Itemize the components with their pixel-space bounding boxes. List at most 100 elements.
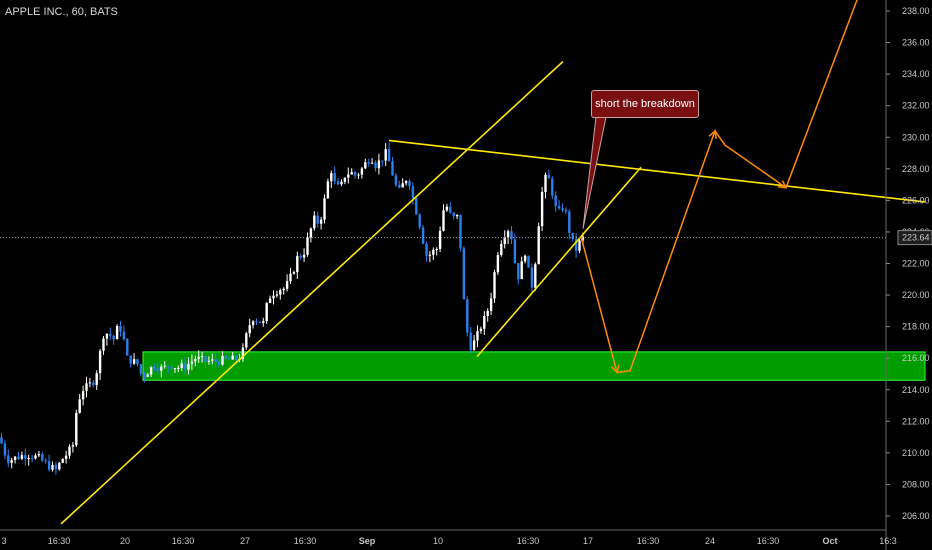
- candle-body-6: [20, 455, 24, 459]
- candle-body-159: [540, 192, 544, 227]
- candle-body-138: [469, 332, 472, 351]
- candle-body-110: [374, 162, 377, 169]
- candle-body-15: [51, 464, 54, 470]
- y-tick-label-15: 236.00: [902, 38, 930, 48]
- candle-body-32: [109, 333, 112, 336]
- candle-body-108: [367, 162, 370, 164]
- x-tick-label-3: 16:30: [172, 536, 195, 546]
- candle-body-82: [279, 290, 282, 295]
- candle-body-106: [360, 168, 364, 175]
- candle-body-93: [316, 215, 319, 224]
- candle-body-55: [187, 363, 190, 370]
- candle-body-44: [149, 366, 153, 375]
- candle-body-46: [156, 368, 160, 371]
- candle-body-26: [88, 382, 92, 384]
- candle-body-63: [214, 359, 217, 362]
- candle-body-143: [486, 310, 489, 316]
- y-tick-label-7: 220.00: [902, 290, 930, 300]
- candle-body-79: [268, 298, 272, 303]
- candle-body-126: [428, 254, 432, 256]
- candle-body-132: [449, 206, 452, 213]
- y-tick-label-10: 226.00: [902, 195, 930, 205]
- candle-body-91: [309, 228, 313, 238]
- candle-body-61: [207, 360, 211, 362]
- candle-body-68: [231, 355, 234, 360]
- candle-body-150: [510, 231, 513, 240]
- x-tick-label-8: 16:30: [517, 536, 540, 546]
- y-tick-label-13: 232.00: [902, 101, 930, 111]
- y-tick-label-3: 212.00: [902, 416, 930, 426]
- candle-body-7: [24, 455, 27, 459]
- candle-body-148: [503, 237, 506, 245]
- candle-body-24: [81, 391, 85, 400]
- candle-body-35: [119, 326, 122, 332]
- candle-body-9: [30, 457, 34, 459]
- last-price-box: [897, 230, 932, 246]
- candle-body-169: [574, 238, 578, 251]
- candle-body-83: [282, 288, 285, 291]
- zone-0: [142, 351, 926, 381]
- projection-arrow-up: [708, 129, 718, 139]
- candle-body-36: [122, 331, 126, 340]
- candle-body-12: [41, 454, 44, 461]
- candle-body-90: [306, 237, 309, 255]
- candle-body-144: [489, 298, 493, 311]
- candle-body-97: [330, 173, 333, 182]
- candle-body-62: [211, 359, 214, 361]
- candle-body-112: [381, 160, 384, 162]
- candle-body-109: [370, 162, 374, 164]
- candle-body-118: [401, 183, 404, 188]
- candle-body-119: [404, 180, 408, 184]
- candle-body-170: [578, 240, 581, 251]
- projection-arrow-down: [610, 364, 620, 374]
- candle-body-51: [173, 368, 177, 370]
- candle-body-163: [554, 195, 557, 207]
- candle-body-165: [561, 208, 564, 210]
- candle-body-30: [102, 338, 105, 351]
- candle-body-86: [292, 272, 296, 274]
- candle-body-157: [534, 264, 537, 288]
- candle-body-4: [13, 456, 17, 460]
- candle-body-128: [435, 249, 438, 251]
- candle-body-125: [425, 243, 428, 256]
- candle-body-13: [44, 460, 47, 462]
- candle-body-96: [326, 181, 330, 199]
- candle-body-104: [353, 172, 357, 176]
- candle-body-77: [262, 321, 265, 323]
- candle-body-149: [506, 231, 510, 238]
- candle-body-19: [64, 455, 68, 459]
- candle-body-67: [228, 358, 231, 360]
- candle-body-57: [194, 359, 197, 362]
- candle-body-31: [105, 333, 109, 339]
- candle-body-78: [265, 302, 268, 322]
- candle-body-54: [183, 363, 187, 370]
- x-tick-label-0: 3: [1, 536, 6, 546]
- candle-body-164: [557, 206, 561, 209]
- candle-body-71: [241, 347, 245, 360]
- candle-body-102: [347, 174, 350, 178]
- candle-body-124: [421, 227, 425, 244]
- candle-body-92: [313, 215, 316, 229]
- candle-body-1: [3, 443, 7, 456]
- trendline-1: [388, 139, 926, 203]
- candle-body-158: [537, 226, 540, 265]
- candle-body-162: [551, 178, 554, 196]
- candle-body-56: [190, 361, 194, 364]
- candle-body-146: [496, 255, 500, 273]
- candle-body-66: [224, 355, 228, 359]
- candle-body-52: [177, 368, 180, 370]
- projection-path: [580, 0, 858, 374]
- y-tick-label-8: 222.00: [902, 259, 930, 269]
- projection-arrow-right: [777, 180, 788, 189]
- candle-body-123: [418, 214, 421, 228]
- candle-body-142: [483, 315, 486, 329]
- candle-body-114: [387, 149, 391, 162]
- candle-body-33: [112, 335, 115, 340]
- candle-body-130: [442, 210, 445, 231]
- x-tick-label-9: 17: [583, 536, 593, 546]
- candle-body-147: [500, 244, 503, 256]
- candle-body-50: [170, 366, 173, 369]
- candle-body-53: [180, 363, 183, 369]
- candle-body-60: [204, 356, 207, 362]
